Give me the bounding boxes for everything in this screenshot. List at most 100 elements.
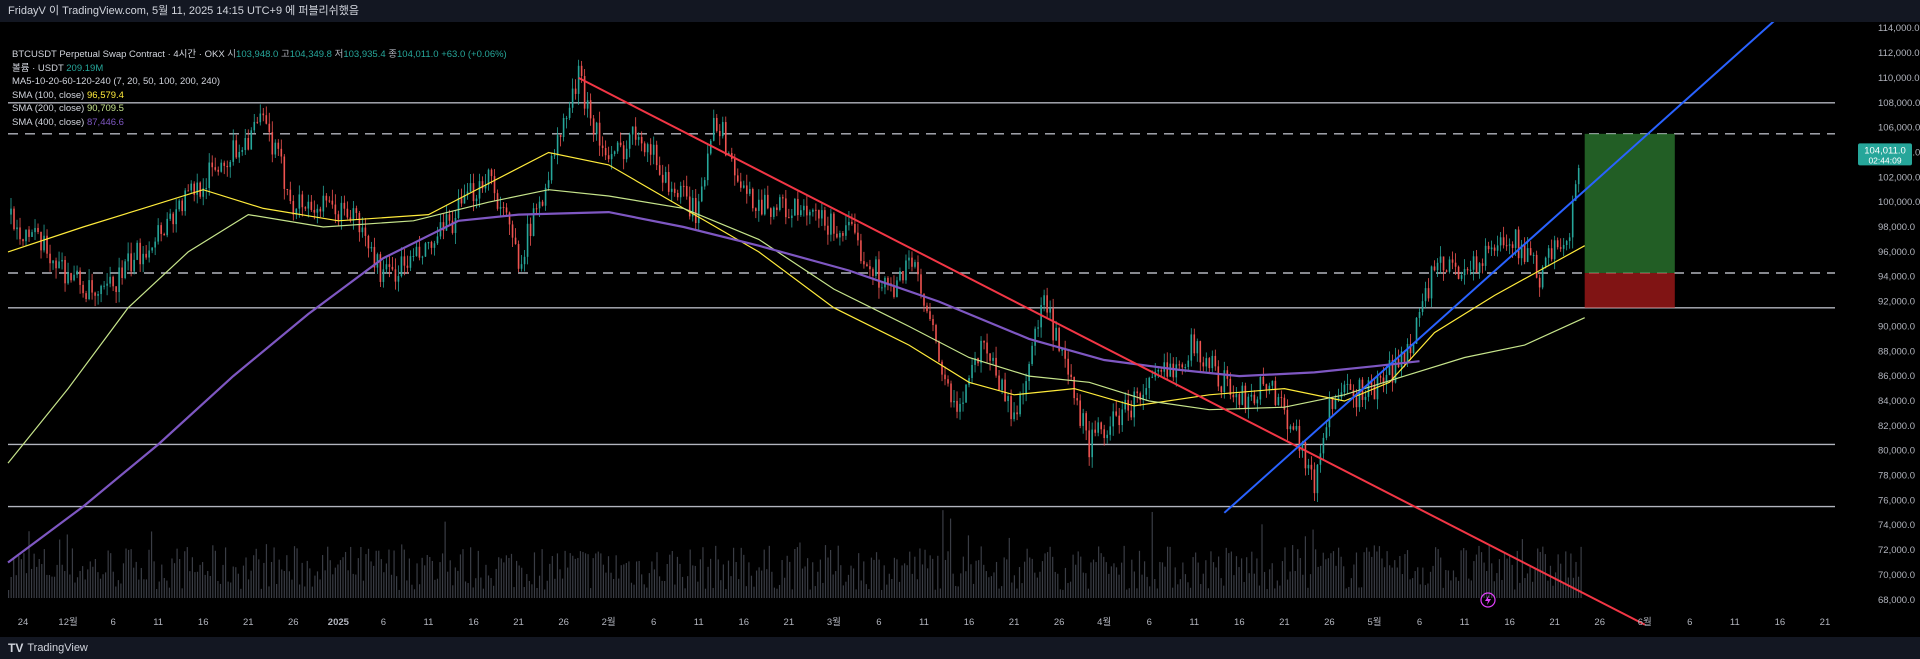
candle-body <box>1556 240 1559 248</box>
candle-body <box>319 208 322 212</box>
candle-body <box>1091 429 1093 458</box>
candle-body <box>322 195 325 212</box>
volume-bar <box>424 565 426 598</box>
candle-body <box>214 167 217 170</box>
candle-body <box>1418 312 1421 318</box>
candle-body <box>448 214 451 221</box>
volume-bar <box>704 588 707 598</box>
volume-bar <box>1286 579 1289 598</box>
candle-body <box>1343 384 1346 393</box>
volume-bar <box>1016 588 1018 598</box>
candle-body <box>752 188 754 209</box>
candle-body <box>1172 363 1175 378</box>
volume-bar <box>334 567 336 598</box>
trendlines <box>578 15 1781 626</box>
candle-body <box>622 145 625 160</box>
candle-body <box>1289 426 1292 430</box>
volume-bar <box>1151 511 1153 598</box>
price-chart[interactable]: 68,000.0 70,000.0 72,000.0 74,000.0 76,000.0… <box>0 15 1920 637</box>
volume-bar <box>1353 564 1355 598</box>
volume-bar <box>567 567 569 598</box>
candle-body <box>968 378 970 385</box>
volume-bar <box>628 561 630 598</box>
volume-bar <box>648 573 650 598</box>
candle-body <box>1337 397 1340 400</box>
candle-body <box>1007 396 1009 402</box>
volume-bar <box>847 574 850 598</box>
candle-body <box>1256 399 1259 404</box>
volume-bar <box>990 576 993 598</box>
candle-body <box>773 207 775 217</box>
candle-body <box>1064 347 1066 359</box>
candle-body <box>367 235 370 249</box>
volume-bar <box>454 567 456 598</box>
volume-bar <box>66 534 68 598</box>
volume-bar <box>1238 567 1240 598</box>
volume-bar <box>613 578 615 598</box>
volume-bar <box>485 564 487 598</box>
candle-body <box>899 270 901 281</box>
chart-area[interactable]: 68,000.0 70,000.0 72,000.0 74,000.0 76,000.0… <box>0 15 1920 637</box>
price-tick: 82,000.0 <box>1878 421 1915 432</box>
candle-body <box>974 358 976 365</box>
price-tick: 68,000.0 <box>1878 595 1915 606</box>
volume-bar <box>20 559 22 598</box>
volume-bar <box>1054 571 1056 598</box>
candle-body <box>1241 385 1244 405</box>
volume-bar <box>94 558 96 598</box>
volume-bar <box>158 581 160 598</box>
volume-bar <box>1197 562 1199 598</box>
candle-body <box>818 210 820 219</box>
candle-body <box>1019 394 1021 415</box>
volume-bar <box>59 539 61 598</box>
volume-bar <box>1294 571 1296 598</box>
time-tick: 21 <box>784 617 795 628</box>
candle-body <box>965 384 967 403</box>
time-tick: 21 <box>243 617 254 628</box>
ma-label[interactable]: MA5-10-20-60-120-240 (7, 20, 50, 100, 20… <box>12 76 221 87</box>
volume-bar <box>587 554 589 598</box>
candle-body <box>1100 422 1102 430</box>
volume-bar <box>1138 550 1141 598</box>
tradingview-logo[interactable]: TV TradingView <box>8 637 88 659</box>
lightning-icon[interactable] <box>1480 592 1496 608</box>
candle-body <box>1544 257 1547 267</box>
volume-bar <box>886 584 888 598</box>
volume-bar <box>1256 558 1258 598</box>
volume-bar <box>577 557 579 598</box>
volume-bar <box>385 563 388 598</box>
candle-body <box>1166 362 1169 377</box>
symbol-label[interactable]: BTCUSDT Perpetual Swap Contract · 4시간 · … <box>12 49 225 60</box>
candle-body <box>244 137 247 151</box>
time-tick: 16 <box>739 617 750 628</box>
volume-bar <box>679 563 681 598</box>
volume-bar <box>237 573 239 598</box>
volume-bar <box>18 556 20 598</box>
candle-body <box>484 184 487 189</box>
volume-bar <box>1501 579 1503 598</box>
candle-body <box>1328 399 1331 428</box>
candle-body <box>706 153 709 181</box>
candle-body <box>136 242 138 260</box>
candle-body <box>304 207 307 209</box>
candle-body <box>1094 429 1096 433</box>
volume-bar <box>712 587 714 598</box>
candle-body <box>691 197 694 217</box>
candle-body <box>496 193 499 209</box>
candle-body <box>1223 370 1226 393</box>
sma400-label[interactable]: SMA (400, close) <box>12 116 85 128</box>
volume-bar <box>1011 582 1013 598</box>
candle-body <box>175 209 177 225</box>
volume-bar <box>794 548 796 598</box>
volume-bar <box>1253 573 1255 598</box>
volume-bar <box>444 521 446 598</box>
candle-body <box>1220 386 1223 393</box>
volume-bar <box>355 574 357 598</box>
volume-bar <box>1133 571 1135 598</box>
sma200-label[interactable]: SMA (200, close) <box>12 103 85 114</box>
volume-bar <box>1565 551 1567 598</box>
volume-label[interactable]: 볼륨 · USDT <box>12 62 64 74</box>
candle-body <box>127 253 129 262</box>
volume-bar <box>1475 554 1478 598</box>
sma100-label[interactable]: SMA (100, close) <box>12 89 85 101</box>
